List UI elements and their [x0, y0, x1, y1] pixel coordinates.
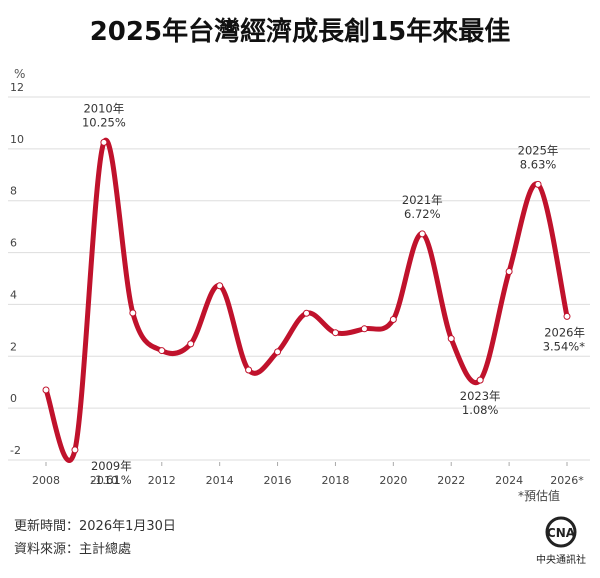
point — [158, 347, 166, 355]
logo: CNA — [547, 526, 576, 540]
value-label: 1.08% — [462, 403, 499, 417]
point — [505, 267, 513, 275]
point — [534, 180, 542, 188]
y-tick-label: 2 — [10, 340, 17, 353]
point — [100, 138, 108, 146]
point — [360, 325, 368, 333]
point — [42, 386, 50, 394]
x-tick-label: 2024 — [495, 474, 523, 487]
point — [129, 309, 137, 317]
point-label: 2010年 — [83, 101, 124, 115]
point — [331, 329, 339, 337]
point — [71, 446, 79, 454]
source: 資料來源：主計總處 — [14, 541, 131, 557]
x-tick-label: 2026* — [550, 474, 584, 487]
point — [303, 309, 310, 317]
value-label: -1.61% — [91, 473, 132, 487]
x-tick-label: 2014 — [206, 474, 234, 487]
x-tick-label: 2018 — [321, 474, 349, 487]
point — [447, 335, 455, 343]
y-tick-label: 0 — [10, 392, 17, 405]
point — [216, 282, 224, 290]
point — [245, 366, 253, 374]
chart-title: 2025年台灣經濟成長創15年來最佳 — [90, 16, 511, 47]
point — [187, 340, 195, 348]
footnote: *預估值 — [518, 488, 560, 503]
x-tick-label: 2008 — [32, 474, 60, 487]
point — [563, 312, 571, 320]
value-label: 10.25% — [82, 115, 126, 129]
y-tick-label: 8 — [10, 185, 17, 198]
point-label: 2026年 — [544, 325, 585, 339]
y-tick-label: 10 — [10, 133, 24, 146]
point-label: 2021年 — [402, 193, 443, 207]
x-tick-label: 2016 — [264, 474, 292, 487]
value-label: 8.63% — [520, 157, 557, 171]
point-label: 2009年 — [91, 459, 132, 473]
y-tick-label: 4 — [10, 288, 17, 301]
point — [389, 315, 397, 323]
y-unit: % — [14, 67, 25, 81]
point — [418, 230, 426, 238]
x-tick-label: 2010 — [90, 474, 118, 487]
x-tick-label: 2022 — [437, 474, 465, 487]
logo-sub: 中央通訊社 — [536, 553, 586, 566]
logo-mark — [545, 516, 577, 548]
x-tick-label: 2012 — [148, 474, 176, 487]
x-tick-label: 2020 — [379, 474, 407, 487]
y-tick-label: -2 — [10, 444, 21, 457]
updated: 更新時間：2026年1月30日 — [14, 518, 176, 534]
point — [274, 348, 282, 356]
value-label: 6.72% — [404, 207, 441, 221]
point — [476, 376, 484, 384]
y-tick-label: 6 — [10, 237, 17, 250]
value-label: 3.54%* — [543, 339, 586, 353]
point-label: 2025年 — [518, 143, 559, 157]
point-label: 2023年 — [460, 389, 501, 403]
y-tick-label: 12 — [10, 81, 24, 94]
